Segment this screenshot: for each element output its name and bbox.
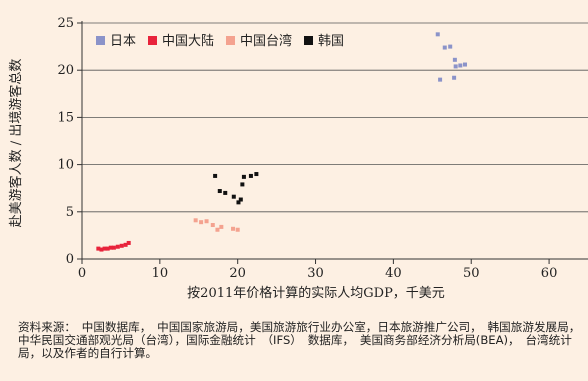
data-point-s1-p0 — [96, 246, 101, 251]
axes — [81, 21, 588, 260]
y-tick-label-5: 5 — [66, 205, 74, 220]
x-axis-ticks: 0 10 20 30 40 50 60 — [78, 259, 557, 281]
y-axis-ticks: 0 5 10 15 20 25 — [57, 16, 82, 267]
data-point-s1-p7 — [119, 243, 124, 248]
data-point-s0-p0 — [435, 32, 440, 37]
data-point-s1-p9 — [126, 240, 131, 245]
source-note: 资料来源： 中国数据库， 中国国家旅游局，美国旅游旅行业办公室，日本旅游推广公司… — [18, 320, 581, 360]
y-tick-label-0: 0 — [66, 252, 74, 267]
legend-label-3: 韩国 — [318, 34, 344, 49]
chart: 0 5 10 15 20 25 0 10 20 30 40 50 60 日本 中国大陆 中国台湾 韩国 按2… — [0, 0, 588, 320]
y-tick-label-10: 10 — [57, 158, 74, 173]
data-point-s3-p6 — [240, 182, 245, 187]
chart-background — [0, 0, 588, 320]
x-tick-label-50: 50 — [463, 266, 480, 281]
x-tick-label-60: 60 — [541, 266, 558, 281]
legend-label-2: 中国台湾 — [240, 33, 292, 49]
data-point-s3-p5 — [238, 197, 243, 202]
data-point-s1-p1 — [99, 247, 104, 252]
data-point-s3-p0 — [213, 173, 218, 178]
legend-swatch-3 — [304, 36, 313, 45]
data-point-s2-p7 — [235, 227, 240, 232]
data-point-s0-p6 — [463, 62, 468, 67]
legend: 日本 中国大陆 中国台湾 韩国 — [96, 33, 344, 49]
data-point-s1-p5 — [111, 245, 116, 250]
legend-label-1: 中国大陆 — [162, 33, 214, 49]
data-point-s2-p6 — [231, 226, 236, 231]
data-point-s3-p9 — [254, 172, 259, 177]
legend-swatch-2 — [226, 36, 235, 45]
data-point-s3-p3 — [231, 194, 236, 199]
data-point-s1-p2 — [102, 246, 107, 251]
legend-swatch-0 — [96, 36, 105, 45]
data-point-s3-p8 — [248, 173, 253, 178]
gridlines — [82, 22, 588, 213]
data-point-s2-p1 — [199, 220, 204, 225]
data-point-s1-p4 — [108, 245, 113, 250]
x-tick-label-10: 10 — [152, 266, 169, 281]
data-point-s3-p2 — [223, 190, 228, 195]
y-tick-label-25: 25 — [57, 16, 74, 31]
x-tick-label-40: 40 — [385, 266, 402, 281]
data-point-s1-p6 — [115, 244, 120, 249]
data-point-s2-p3 — [210, 223, 215, 228]
x-tick-label-0: 0 — [78, 266, 86, 281]
data-point-s0-p5 — [458, 63, 463, 68]
data-point-s3-p7 — [241, 174, 246, 179]
data-point-s1-p8 — [123, 242, 128, 247]
data-point-s0-p3 — [452, 57, 457, 62]
data-point-s2-p2 — [204, 219, 209, 224]
data-points — [96, 32, 468, 252]
data-point-s2-p0 — [193, 218, 198, 223]
legend-swatch-1 — [148, 36, 157, 45]
data-point-s1-p3 — [105, 246, 110, 251]
x-axis-label: 按2011年价格计算的实际人均GDP，千美元 — [187, 285, 445, 301]
data-point-s3-p1 — [217, 189, 222, 194]
x-tick-label-20: 20 — [229, 266, 246, 281]
y-tick-label-15: 15 — [57, 110, 74, 125]
data-point-s0-p2 — [448, 44, 453, 49]
data-point-s0-p1 — [442, 45, 447, 50]
data-point-s0-p7 — [438, 77, 443, 82]
x-tick-label-30: 30 — [307, 266, 324, 281]
data-point-s0-p8 — [452, 75, 457, 80]
data-point-s2-p5 — [219, 224, 224, 229]
y-tick-label-20: 20 — [57, 63, 74, 78]
data-point-s2-p4 — [215, 227, 220, 232]
data-point-s3-p4 — [236, 200, 241, 205]
y-axis-label: 赴美游客人数 / 出境游客总数 — [8, 59, 24, 228]
legend-label-0: 日本 — [110, 34, 136, 49]
data-point-s0-p4 — [453, 64, 458, 69]
